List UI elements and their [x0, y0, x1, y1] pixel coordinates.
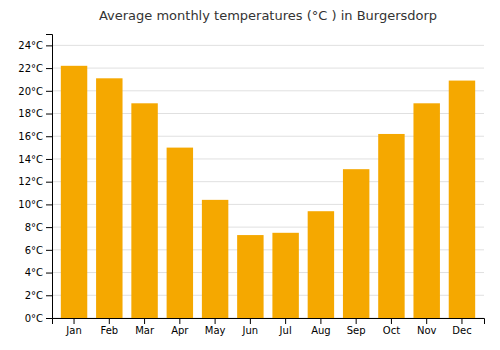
tick-mark: [46, 204, 52, 205]
y-tick: 14°C: [18, 154, 52, 165]
tick-mark: [46, 295, 52, 296]
tick-label: Sep: [347, 325, 366, 336]
x-tick: Mar: [135, 318, 155, 336]
bar: [272, 233, 298, 318]
y-tick: 10°C: [18, 199, 52, 210]
tick-mark: [320, 318, 321, 324]
y-tick: 22°C: [18, 63, 52, 74]
y-tick: 8°C: [25, 222, 52, 233]
x-tick: Jul: [279, 318, 292, 336]
tick-mark: [285, 318, 286, 324]
tick-label: Nov: [417, 325, 437, 336]
tick-mark: [46, 91, 52, 92]
tick-label: 20°C: [18, 86, 43, 97]
tick-mark: [74, 318, 75, 324]
tick-label: Mar: [135, 325, 155, 336]
y-tick: 18°C: [18, 108, 52, 119]
tick-mark: [46, 114, 52, 115]
y-tick: 0°C: [25, 313, 52, 324]
tick-label: Jul: [279, 325, 292, 336]
y-tick: 24°C: [18, 40, 52, 51]
tick-label: Feb: [100, 325, 118, 336]
tick-label: Oct: [383, 325, 400, 336]
x-tick: Oct: [383, 318, 400, 336]
tick-label: 6°C: [25, 245, 43, 256]
y-tick: 16°C: [18, 131, 52, 142]
bar: [202, 200, 228, 318]
bar: [378, 134, 404, 318]
x-tick: Jun: [242, 318, 259, 336]
tick-mark: [46, 68, 52, 69]
y-tick: 2°C: [25, 290, 52, 301]
x-tick: Dec: [452, 318, 471, 336]
x-tick: Nov: [417, 318, 437, 336]
tick-mark: [144, 318, 145, 324]
tick-label: 4°C: [25, 267, 43, 278]
tick-mark: [179, 318, 180, 324]
tick-label: May: [205, 325, 226, 336]
bar: [449, 81, 475, 318]
grid-line: [52, 68, 484, 69]
bar: [96, 78, 122, 318]
tick-mark: [46, 318, 52, 319]
y-tick: 4°C: [25, 267, 52, 278]
x-tick: Aug: [311, 318, 331, 336]
tick-label: 22°C: [18, 63, 43, 74]
bar: [308, 211, 334, 318]
tick-mark: [109, 318, 110, 324]
tick-label: 2°C: [25, 290, 43, 301]
tick-mark: [461, 318, 462, 324]
tick-label: Jan: [65, 325, 81, 336]
y-tick: 6°C: [25, 245, 52, 256]
tick-mark: [426, 318, 427, 324]
y-tick: 12°C: [18, 176, 52, 187]
chart: 0°C 2°C 4°C 6°C 8°C 10°C 12°C 14°C 16°C 18°C 20°C 2…: [0, 0, 500, 350]
axis-line: [53, 319, 485, 325]
tick-mark: [46, 227, 52, 228]
plot-area: [61, 66, 475, 318]
y-tick: 20°C: [18, 86, 52, 97]
tick-label: 16°C: [18, 131, 43, 142]
tick-label: Jun: [242, 325, 259, 336]
tick-mark: [46, 45, 52, 46]
bar: [413, 103, 439, 318]
bar: [237, 235, 263, 318]
tick-mark: [46, 250, 52, 251]
grid: [52, 45, 484, 318]
tick-label: Aug: [311, 325, 331, 336]
tick-label: 0°C: [25, 313, 43, 324]
tick-mark: [250, 318, 251, 324]
tick-label: 12°C: [18, 176, 43, 187]
x-tick: Apr: [171, 318, 189, 336]
x-tick: May: [205, 318, 226, 336]
tick-mark: [46, 273, 52, 274]
tick-mark: [356, 318, 357, 324]
tick-label: 14°C: [18, 154, 43, 165]
tick-mark: [46, 182, 52, 183]
x-axis: Jan Feb Mar Apr May Jun Jul Aug Sep Oct Nov Dec: [53, 318, 485, 336]
tick-label: 24°C: [18, 40, 43, 51]
bar: [131, 103, 157, 318]
bar: [167, 148, 193, 318]
tick-label: 10°C: [18, 199, 43, 210]
x-tick: Jan: [65, 318, 81, 336]
x-tick: Feb: [100, 318, 118, 336]
bar: [61, 66, 87, 318]
y-axis: 0°C 2°C 4°C 6°C 8°C 10°C 12°C 14°C 16°C 18°C 20°C 2…: [18, 35, 52, 324]
tick-mark: [215, 318, 216, 324]
tick-label: Dec: [452, 325, 471, 336]
tick-label: 18°C: [18, 108, 43, 119]
x-tick: Sep: [347, 318, 366, 336]
tick-mark: [46, 136, 52, 137]
tick-label: 8°C: [25, 222, 43, 233]
tick-label: Apr: [171, 325, 189, 336]
tick-mark: [391, 318, 392, 324]
title: Average monthly temperatures (°C ) in Bu…: [99, 8, 437, 23]
bar: [343, 169, 369, 318]
axis-line: [46, 35, 53, 319]
grid-line: [52, 45, 484, 46]
tick-mark: [46, 159, 52, 160]
